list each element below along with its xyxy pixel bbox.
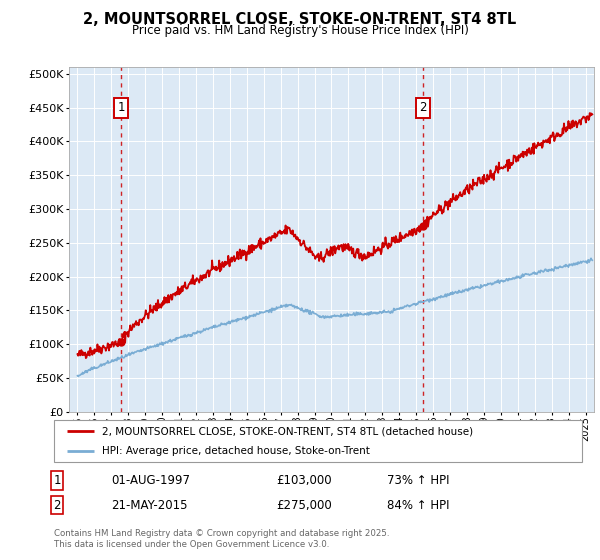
Text: 2: 2	[53, 498, 61, 512]
Text: £275,000: £275,000	[276, 498, 332, 512]
Text: HPI: Average price, detached house, Stoke-on-Trent: HPI: Average price, detached house, Stok…	[101, 446, 370, 456]
Text: Price paid vs. HM Land Registry's House Price Index (HPI): Price paid vs. HM Land Registry's House …	[131, 24, 469, 36]
Text: Contains HM Land Registry data © Crown copyright and database right 2025.
This d: Contains HM Land Registry data © Crown c…	[54, 529, 389, 549]
Text: 21-MAY-2015: 21-MAY-2015	[111, 498, 187, 512]
Text: £103,000: £103,000	[276, 474, 332, 487]
Text: 2: 2	[419, 101, 427, 114]
Text: 84% ↑ HPI: 84% ↑ HPI	[387, 498, 449, 512]
FancyBboxPatch shape	[54, 420, 582, 462]
Text: 2, MOUNTSORREL CLOSE, STOKE-ON-TRENT, ST4 8TL (detached house): 2, MOUNTSORREL CLOSE, STOKE-ON-TRENT, ST…	[101, 426, 473, 436]
Text: 2, MOUNTSORREL CLOSE, STOKE-ON-TRENT, ST4 8TL: 2, MOUNTSORREL CLOSE, STOKE-ON-TRENT, ST…	[83, 12, 517, 27]
Text: 1: 1	[53, 474, 61, 487]
Text: 01-AUG-1997: 01-AUG-1997	[111, 474, 190, 487]
Text: 73% ↑ HPI: 73% ↑ HPI	[387, 474, 449, 487]
Text: 1: 1	[118, 101, 125, 114]
